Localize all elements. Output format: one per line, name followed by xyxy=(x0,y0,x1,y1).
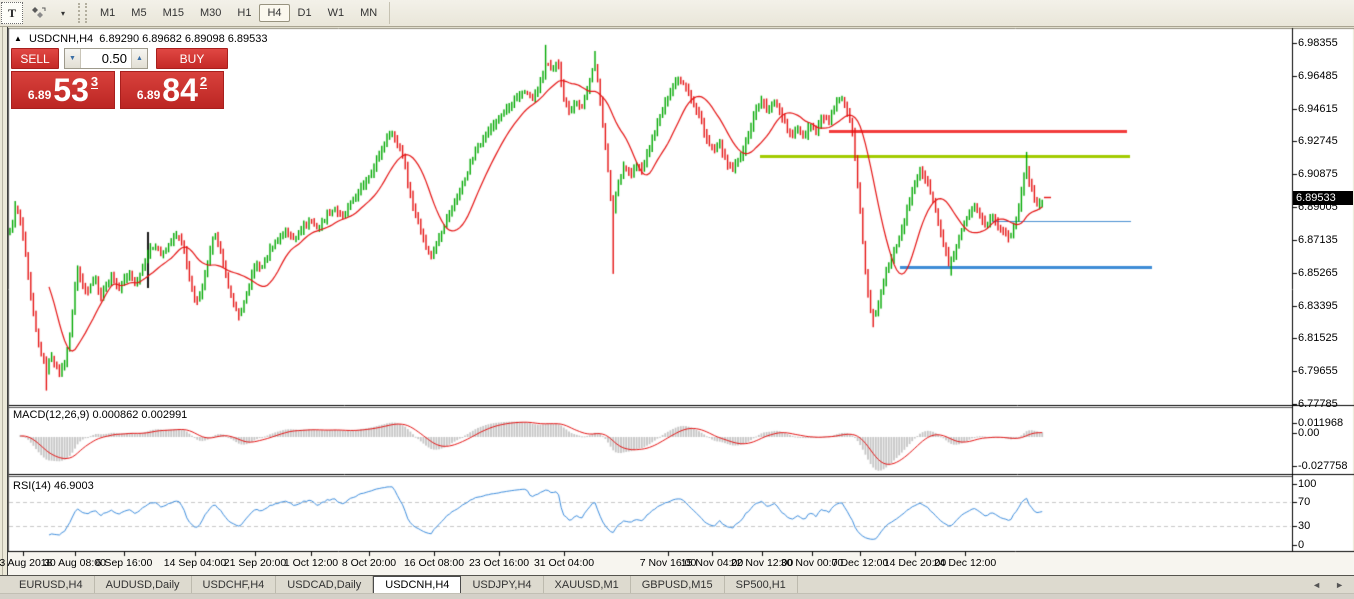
chart-tab-xauusd-m1[interactable]: XAUUSD,M1 xyxy=(544,576,631,593)
time-axis-label: 24 Dec 12:00 xyxy=(933,557,997,569)
macd-name: MACD(12,26,9) xyxy=(13,409,90,421)
macd-axis-label: 0.00 xyxy=(1298,427,1320,439)
tab-scroll-left-button[interactable]: ◄ xyxy=(1312,579,1322,590)
time-axis-label: 16 Oct 08:00 xyxy=(403,557,465,569)
price-axis-label: 6.90875 xyxy=(1298,168,1338,181)
price-axis-label: 6.79655 xyxy=(1298,365,1338,378)
tab-scroll-right-button[interactable]: ► xyxy=(1335,579,1344,590)
volume-decrease-button[interactable]: ▼ xyxy=(65,49,81,68)
rsi-value: 46.9003 xyxy=(53,480,94,492)
time-axis-label: 21 Sep 20:00 xyxy=(223,557,287,569)
time-axis-label: 30 Aug 08:00 xyxy=(44,557,106,569)
volume-increase-button[interactable]: ▲ xyxy=(131,49,147,68)
price-axis-label: 6.96485 xyxy=(1298,69,1338,82)
one-click-trading-panel: SELL ▼ ▲ BUY 6.89 53 3 6.89 84 2 xyxy=(11,48,228,109)
rsi-axis-label: 30 xyxy=(1298,520,1311,532)
chart-tab-sp500-h1[interactable]: SP500,H1 xyxy=(725,576,798,593)
timeframe-button-w1[interactable]: W1 xyxy=(327,7,345,19)
price-axis-label: 6.92745 xyxy=(1298,135,1338,148)
sell-quote-button[interactable]: 6.89 53 3 xyxy=(11,71,115,109)
time-axis-label: 6 Sep 16:00 xyxy=(95,557,153,569)
chart-tab-usdcad-daily[interactable]: USDCAD,Daily xyxy=(276,576,374,593)
time-axis-label: 14 Sep 04:00 xyxy=(163,557,227,569)
time-axis-label: 7 Dec 12:00 xyxy=(831,557,889,569)
rsi-axis-label: 0 xyxy=(1298,539,1305,551)
chart-ohlc-header: ▲ USDCNH,H4 6.89290 6.89682 6.89098 6.89… xyxy=(14,33,268,45)
arrows-tool-button[interactable] xyxy=(25,3,51,23)
status-strip xyxy=(0,593,1354,599)
macd-pane-label: MACD(12,26,9) 0.000862 0.002991 xyxy=(13,409,187,421)
time-axis-label: 14 Dec 20:00 xyxy=(883,557,947,569)
tab-scroll-controls: ◄ ► xyxy=(1312,576,1354,593)
price-axis-label: 6.94615 xyxy=(1298,102,1338,115)
chart-tabs: EURUSD,H4 AUDUSD,Daily USDCHF,H4 USDCAD,Dai… xyxy=(0,576,798,593)
buy-price-pips: 84 xyxy=(162,72,198,108)
text-label-tool-button[interactable]: T xyxy=(1,2,23,24)
timeframe-button-m30[interactable]: M30 xyxy=(199,7,222,19)
timeframe-button-m1[interactable]: M1 xyxy=(100,7,116,19)
time-axis-label: 30 Nov 00:00 xyxy=(780,557,844,569)
macd-axis-label: -0.027758 xyxy=(1298,460,1348,472)
time-axis-label: 7 Nov 16:00 xyxy=(639,557,697,569)
time-axis-label: 23 Aug 2018 xyxy=(0,557,53,569)
price-axis-label: 6.98355 xyxy=(1298,37,1338,49)
rsi-name: RSI(14) xyxy=(13,480,51,492)
chart-tab-audusd-daily[interactable]: AUDUSD,Daily xyxy=(95,576,192,593)
chart-tab-bar: EURUSD,H4 AUDUSD,Daily USDCHF,H4 USDCAD,Dai… xyxy=(0,575,1354,593)
time-axis-label: 15 Nov 04:00 xyxy=(680,557,744,569)
chart-ohlc-values: 6.89290 6.89682 6.89098 6.89533 xyxy=(99,33,268,45)
timeframe-button-m15[interactable]: M15 xyxy=(162,7,184,19)
chart-tab-usdchf-h4[interactable]: USDCHF,H4 xyxy=(192,576,277,593)
chart-symbol-period: USDCNH,H4 xyxy=(28,33,94,45)
buy-price-point: 2 xyxy=(199,74,208,89)
rsi-axis-label: 100 xyxy=(1298,478,1317,490)
current-price-tag: 6.89533 xyxy=(1293,191,1353,205)
timeframe-button-d1[interactable]: D1 xyxy=(297,7,312,19)
timeframe-button-m5[interactable]: M5 xyxy=(131,7,147,19)
timeframe-button-group: M1 M5 M15 M30 H1 H4 D1 W1 MN xyxy=(92,4,385,22)
price-axis-label: 6.81525 xyxy=(1298,332,1338,345)
time-axis-label: 22 Nov 12:00 xyxy=(730,557,794,569)
chart-tab-usdjpy-h4[interactable]: USDJPY,H4 xyxy=(461,576,544,593)
collapse-panel-icon[interactable]: ▲ xyxy=(14,34,22,43)
sell-button[interactable]: SELL xyxy=(11,48,59,69)
price-chart-canvas[interactable] xyxy=(0,0,1354,575)
sell-price-point: 3 xyxy=(90,74,99,89)
volume-input[interactable] xyxy=(81,49,131,68)
macd-axis-label: 0.011968 xyxy=(1298,417,1344,429)
price-axis-label: 6.85265 xyxy=(1298,266,1338,279)
macd-values: 0.000862 0.002991 xyxy=(92,409,188,421)
window-left-frame xyxy=(0,27,8,599)
buy-quote-button[interactable]: 6.89 84 2 xyxy=(120,71,224,109)
price-axis-label: 6.83395 xyxy=(1298,299,1338,312)
timeframe-button-mn[interactable]: MN xyxy=(360,7,378,19)
buy-button[interactable]: BUY xyxy=(156,48,228,69)
top-toolbar: T ▾ M1 M5 M15 M30 H1 H4 D1 W1 MN xyxy=(0,0,1354,27)
price-axis-label: 6.87135 xyxy=(1298,233,1338,246)
chart-tab-gbpusd-m15[interactable]: GBPUSD,M15 xyxy=(631,576,725,593)
timeframe-button-h4[interactable]: H4 xyxy=(259,4,290,22)
time-axis-label: 8 Oct 20:00 xyxy=(341,557,397,569)
timeframe-button-h1[interactable]: H1 xyxy=(237,7,252,19)
time-axis-label: 1 Oct 12:00 xyxy=(283,557,339,569)
arrows-icon xyxy=(32,7,46,18)
volume-spinner: ▼ ▲ xyxy=(64,48,148,69)
arrows-tool-dropdown[interactable]: ▾ xyxy=(60,8,65,18)
price-axis-label: 6.77785 xyxy=(1298,398,1338,410)
chart-tab-usdcnh-h4[interactable]: USDCNH,H4 xyxy=(373,576,462,593)
sell-price-prefix: 6.89 xyxy=(27,88,52,102)
chart-tab-eurusd-h4[interactable]: EURUSD,H4 xyxy=(8,576,95,593)
sell-price-pips: 53 xyxy=(53,72,89,108)
time-axis-label: 31 Oct 04:00 xyxy=(533,557,595,569)
rsi-axis-label: 70 xyxy=(1298,496,1311,508)
buy-price-prefix: 6.89 xyxy=(136,88,161,102)
rsi-pane-label: RSI(14) 46.9003 xyxy=(13,480,94,492)
time-axis-label: 23 Oct 16:00 xyxy=(468,557,530,569)
toolbar-separator xyxy=(389,2,391,24)
toolbar-grip-handle[interactable] xyxy=(78,3,87,23)
